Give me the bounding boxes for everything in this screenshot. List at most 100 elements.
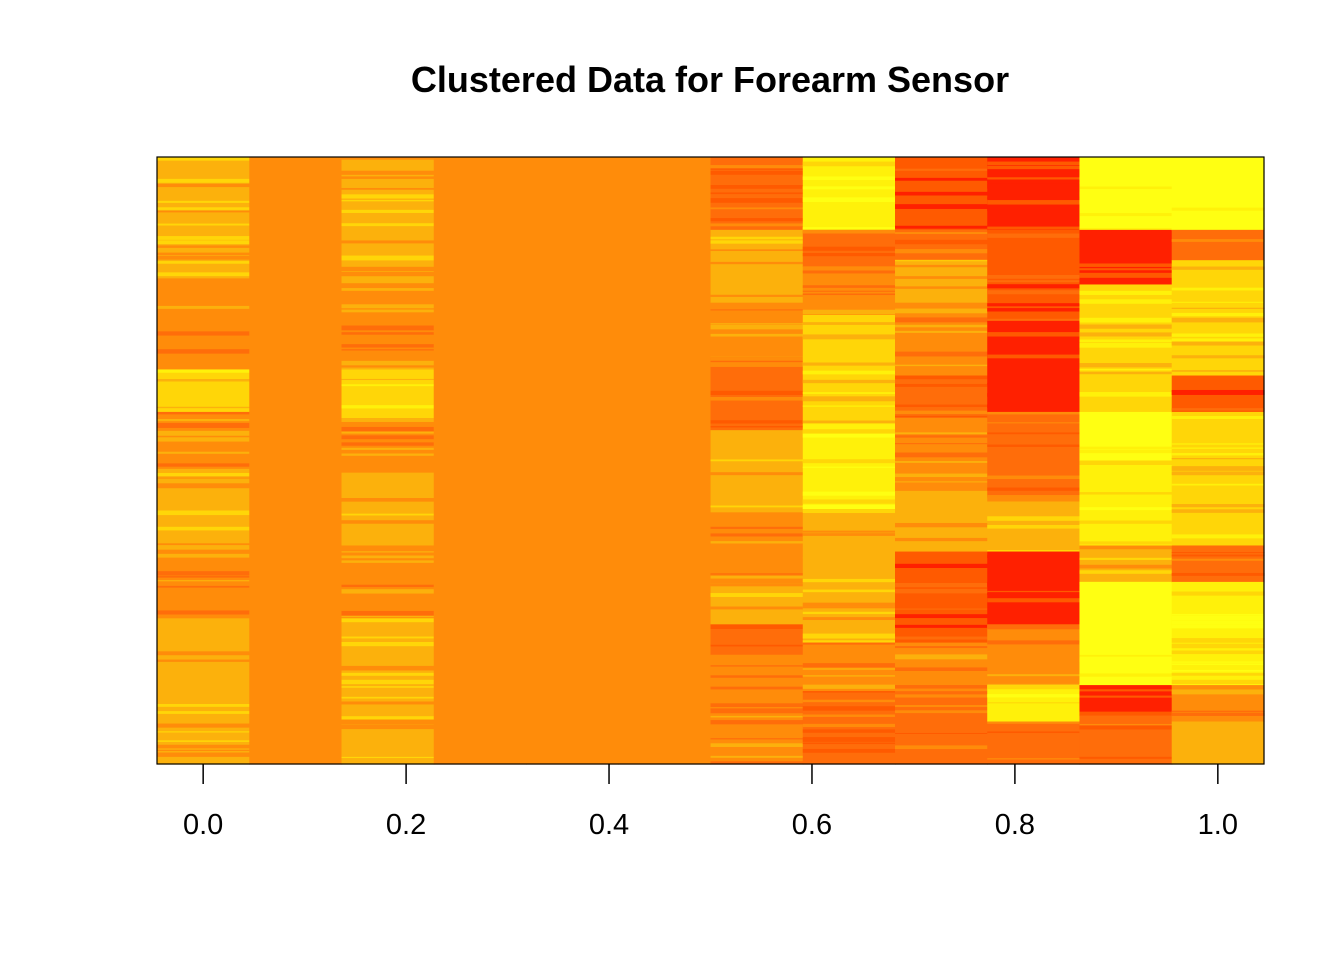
- x-tick-label: 0.4: [589, 809, 629, 841]
- heatmap-stripe: [1171, 483, 1265, 486]
- heatmap-cell: [987, 411, 1081, 498]
- heatmap-stripe: [710, 743, 804, 747]
- heatmap-stripe: [710, 390, 804, 396]
- heatmap-stripe: [710, 185, 804, 189]
- heatmap-stripe: [341, 498, 435, 502]
- heatmap-cell: [1171, 721, 1265, 765]
- heatmap-cell: [1079, 545, 1173, 583]
- heatmap-stripe: [341, 636, 435, 639]
- heatmap-stripe: [341, 618, 435, 623]
- heatmap-stripe: [1171, 534, 1265, 539]
- heatmap-cell: [618, 157, 712, 765]
- heatmap-stripe: [157, 610, 250, 615]
- heatmap-stripe: [802, 742, 896, 745]
- heatmap-stripe: [341, 325, 435, 331]
- heatmap-stripe: [157, 580, 250, 582]
- heatmap-stripe: [710, 294, 804, 297]
- heatmap-stripe: [802, 504, 896, 510]
- heatmap-stripe: [341, 719, 435, 725]
- heatmap-stripe: [157, 585, 250, 588]
- heatmap-stripe: [895, 410, 988, 415]
- heatmap-stripe: [1171, 712, 1265, 716]
- heatmap-stripe: [1171, 643, 1265, 649]
- heatmap-stripe: [895, 260, 988, 262]
- heatmap-stripe: [341, 435, 435, 440]
- heatmap-cell: [1079, 460, 1173, 547]
- heatmap-stripe: [802, 617, 896, 621]
- heatmap-cell: [1171, 545, 1265, 583]
- heatmap-cell: [895, 229, 988, 261]
- heatmap-stripe: [802, 197, 896, 203]
- heatmap-stripe: [1079, 228, 1173, 230]
- heatmap-stripe: [157, 526, 250, 531]
- heatmap-stripe: [987, 161, 1081, 166]
- heatmap-stripe: [1079, 723, 1173, 726]
- heatmap-cell: [341, 618, 435, 765]
- heatmap-stripe: [895, 324, 988, 328]
- heatmap-stripe: [710, 192, 804, 195]
- heatmap-stripe: [1079, 213, 1173, 217]
- heatmap-stripe: [1171, 509, 1265, 513]
- heatmap-stripe: [895, 225, 988, 229]
- heatmap-stripe: [1079, 263, 1173, 267]
- heatmap-stripe: [1171, 338, 1265, 342]
- heatmap-stripe: [710, 333, 804, 337]
- heatmap-stripe: [1079, 711, 1173, 716]
- heatmap-stripe: [987, 683, 1081, 686]
- heatmap-stripe: [157, 571, 250, 576]
- heatmap-stripe: [1079, 290, 1173, 295]
- heatmap-stripe: [1079, 199, 1173, 204]
- heatmap-stripe: [895, 415, 988, 418]
- heatmap-cell: [157, 411, 250, 474]
- heatmap-stripe: [987, 685, 1081, 690]
- heatmap-stripe: [341, 332, 435, 335]
- heatmap-stripe: [341, 679, 435, 685]
- heatmap-stripe: [1171, 301, 1265, 303]
- heatmap-stripe: [1079, 654, 1173, 657]
- heatmap-stripe: [1171, 307, 1265, 309]
- heatmap-stripe: [895, 745, 988, 750]
- heatmap-stripe: [1171, 554, 1265, 557]
- heatmap-stripe: [802, 420, 896, 423]
- heatmap-cell: [895, 260, 988, 304]
- heatmap-stripe: [802, 309, 896, 315]
- heatmap-stripe: [157, 210, 250, 213]
- heatmap-stripe: [1079, 570, 1173, 574]
- heatmap-stripe: [1171, 650, 1265, 655]
- heatmap-stripe: [710, 665, 804, 667]
- heatmap-stripe: [341, 560, 435, 563]
- heatmap-stripe: [987, 487, 1081, 491]
- chart-title: Clustered Data for Forearm Sensor: [411, 59, 1009, 100]
- heatmap-cell: [987, 721, 1081, 765]
- heatmap-stripe: [157, 245, 250, 248]
- heatmap-stripe: [987, 702, 1081, 704]
- heatmap-stripe: [1171, 227, 1265, 230]
- heatmap-stripe: [710, 686, 804, 690]
- heatmap-cell: [987, 157, 1081, 231]
- heatmap-stripe: [341, 255, 435, 261]
- heatmap-stripe: [895, 481, 988, 483]
- heatmap-stripe: [802, 246, 896, 251]
- heatmap-stripe: [1171, 199, 1265, 205]
- heatmap-stripe: [710, 420, 804, 424]
- heatmap-stripe: [157, 272, 250, 277]
- heatmap-stripe: [802, 602, 896, 607]
- heatmap-stripe: [1171, 466, 1265, 471]
- heatmap-stripe: [710, 526, 804, 529]
- heatmap-stripe: [157, 483, 250, 489]
- heatmap-stripe: [157, 411, 250, 415]
- heatmap-stripe: [1079, 186, 1173, 190]
- heatmap-stripe: [1171, 669, 1265, 672]
- heatmap-stripe: [710, 583, 804, 587]
- heatmap-stripe: [157, 651, 250, 656]
- heatmap-stripe: [987, 411, 1081, 415]
- heatmap-stripe: [987, 475, 1081, 480]
- heatmap-stripe: [987, 274, 1081, 279]
- heatmap-stripe: [895, 614, 988, 619]
- heatmap-stripe: [157, 510, 250, 516]
- heatmap-cell: [249, 157, 343, 765]
- heatmap-stripe: [157, 236, 250, 240]
- heatmap-cell: [710, 302, 804, 358]
- heatmap-stripe: [1171, 408, 1265, 411]
- heatmap-stripe: [895, 249, 988, 254]
